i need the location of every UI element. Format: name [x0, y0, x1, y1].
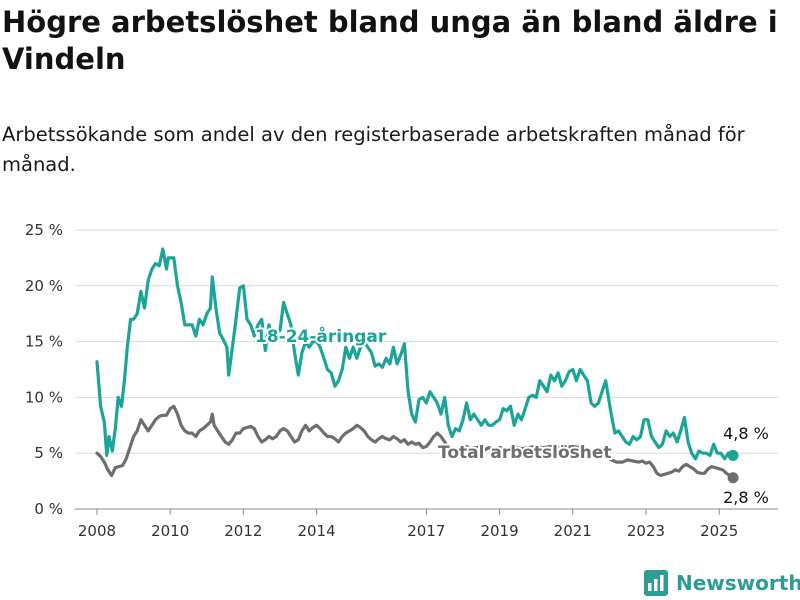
x-tick-label: 2017: [407, 522, 445, 540]
chart-title: Högre arbetslöshet bland unga än bland ä…: [2, 5, 778, 76]
end-point-youth: [727, 449, 739, 461]
y-axis-ticks: 0 % 5 % 10 % 15 % 20 % 25 %: [25, 221, 63, 518]
x-tick-label: 2008: [78, 522, 116, 540]
x-tick-label: 2010: [151, 522, 189, 540]
series-line-total: [95, 404, 735, 480]
y-tick-label: 15 %: [25, 333, 63, 351]
x-tick-label: 2012: [224, 522, 262, 540]
series-lines: [95, 247, 739, 484]
end-label-youth: 4,8 %: [723, 424, 769, 443]
y-tick-label: 10 %: [25, 388, 63, 406]
x-tick-label: 2014: [297, 522, 335, 540]
x-tick-label: 2019: [480, 522, 518, 540]
y-tick-label: 0 %: [34, 500, 63, 518]
brand-name: Newsworthy: [676, 571, 800, 595]
x-tick-label: 2023: [627, 522, 665, 540]
chart-subtitle: Arbetssökande som andel av den registerb…: [2, 123, 745, 176]
series-label-total: Total arbetslöshet: [438, 443, 612, 463]
y-tick-label: 5 %: [34, 444, 63, 462]
x-tick-label: 2025: [700, 522, 738, 540]
end-point-total: [727, 472, 739, 484]
gridlines: [75, 229, 778, 510]
y-tick-label: 25 %: [25, 221, 63, 239]
bar-chart-icon: [644, 570, 668, 596]
x-axis-ticks: 2008 2010 2012 2014 2017 2019 2021 2023 2025: [78, 509, 738, 540]
x-tick-label: 2021: [554, 522, 592, 540]
series-label-youth: 18-24-åringar: [255, 325, 387, 347]
newsworthy-logo: Newsworthy: [644, 568, 800, 598]
y-tick-label: 20 %: [25, 277, 63, 295]
series-labels: 18-24-åringar Total arbetslöshet 4,8 % 2,8 …: [253, 323, 770, 509]
series-line-youth: [95, 247, 735, 461]
end-label-total: 2,8 %: [723, 488, 769, 507]
